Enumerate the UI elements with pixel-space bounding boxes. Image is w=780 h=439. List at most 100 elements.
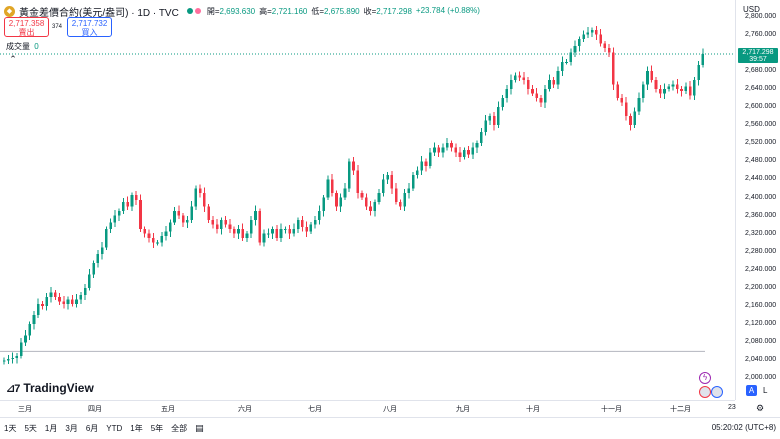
- candle-body: [407, 188, 411, 193]
- range-toolbar: 1天 5天 1月 3月 6月 YTD 1年 5年 全部 ▤ 05:20:02 (…: [0, 417, 780, 439]
- us-flag-event-icon[interactable]: [711, 386, 723, 398]
- candle-body: [377, 192, 381, 203]
- calendar-goto-icon[interactable]: ▤: [195, 423, 204, 433]
- symbol-legend[interactable]: ◆ 黃金差價合約(美元/盎司) · 1D · TVC 開=2,693.630 高…: [4, 4, 480, 19]
- candle-body: [275, 229, 279, 239]
- candle-body: [535, 93, 539, 98]
- candle-body: [501, 97, 504, 108]
- sell-label: 賣出: [18, 28, 35, 37]
- symbol-title[interactable]: 黃金差價合約(美元/盎司) · 1D · TVC: [19, 7, 179, 19]
- range-1y[interactable]: 1年: [130, 424, 143, 433]
- range-1d[interactable]: 1天: [4, 424, 17, 433]
- candle-body: [19, 342, 23, 356]
- candle-body: [147, 233, 151, 239]
- candle-body: [88, 274, 91, 288]
- candle-body: [433, 147, 436, 153]
- range-1m[interactable]: 1月: [44, 424, 58, 433]
- candle-body: [156, 242, 159, 244]
- candle-body: [671, 84, 675, 87]
- candle-body: [194, 188, 198, 207]
- candle-body: [624, 102, 628, 117]
- candle-body: [688, 86, 692, 96]
- candle-body: [207, 206, 210, 221]
- candle-body: [58, 297, 61, 302]
- log-scale-button[interactable]: L: [763, 386, 768, 395]
- candle-body: [599, 34, 602, 44]
- candle-body: [450, 143, 453, 148]
- candle-body: [66, 299, 70, 304]
- candle-body: [151, 238, 155, 243]
- range-all[interactable]: 全部: [171, 424, 188, 433]
- candle-body: [509, 79, 513, 89]
- candle-body: [7, 359, 10, 361]
- candle-body: [484, 120, 487, 132]
- time-label-jun: 六月: [238, 406, 252, 413]
- candle-body: [505, 88, 509, 98]
- tradingview-wordmark: TradingView: [23, 381, 94, 395]
- candle-body: [616, 84, 619, 98]
- candle-body: [428, 152, 432, 166]
- price-tick-label: 2,760.000: [745, 30, 777, 38]
- time-label-mar: 三月: [18, 406, 32, 413]
- candles: [2, 26, 705, 365]
- candle-body: [697, 64, 700, 80]
- tradingview-mark-icon: ⊿7: [6, 382, 20, 395]
- candle-body: [190, 206, 193, 221]
- time-label-oct: 十月: [526, 406, 540, 413]
- time-label-sep: 九月: [456, 406, 470, 413]
- candle-body: [301, 220, 304, 227]
- range-ytd[interactable]: YTD: [106, 424, 123, 433]
- candle-body: [224, 220, 228, 225]
- currency-selector[interactable]: USD: [743, 5, 760, 14]
- market-status[interactable]: [186, 8, 201, 14]
- price-tick-label: 2,480.000: [745, 157, 777, 165]
- candle-body: [539, 97, 543, 103]
- time-axis[interactable]: [0, 400, 735, 415]
- volume-legend[interactable]: 成交量 0: [6, 41, 39, 52]
- candle-body: [75, 299, 78, 304]
- clock-timezone[interactable]: 05:20:02 (UTC+8): [711, 423, 776, 432]
- tradingview-logo[interactable]: ⊿7 TradingView: [6, 381, 94, 395]
- candle-body: [49, 292, 53, 298]
- candle-body: [53, 292, 57, 298]
- candle-body: [347, 161, 351, 189]
- candle-body: [420, 161, 423, 171]
- candle-body: [266, 233, 270, 235]
- alert-icon[interactable]: ϟ: [699, 372, 711, 384]
- candle-body: [390, 174, 394, 189]
- candle-body: [168, 222, 172, 232]
- collapse-legend-button[interactable]: ⌃: [6, 53, 20, 65]
- candle-body: [650, 70, 654, 80]
- range-5y[interactable]: 5年: [150, 424, 164, 433]
- candle-body: [629, 116, 632, 126]
- candle-body: [620, 97, 624, 103]
- candle-body: [62, 301, 66, 304]
- time-label-nov: 十一月: [601, 406, 622, 413]
- price-tick-label: 2,520.000: [745, 139, 777, 147]
- candle-body: [675, 84, 679, 89]
- buy-label: 買入: [81, 28, 98, 37]
- range-3m[interactable]: 3月: [65, 424, 78, 433]
- sell-button[interactable]: 2,717.358 賣出: [4, 17, 49, 37]
- auto-scale-button[interactable]: A: [746, 385, 757, 396]
- candle-body: [667, 86, 671, 89]
- candle-body: [364, 197, 368, 207]
- candle-body: [693, 79, 696, 96]
- candle-body: [83, 287, 87, 295]
- settings-gear-icon[interactable]: ⚙: [756, 403, 765, 413]
- price-chart[interactable]: [0, 0, 735, 400]
- candle-body: [11, 358, 14, 360]
- candle-body: [514, 75, 517, 80]
- price-axis[interactable]: [735, 0, 780, 400]
- ohlc-close: 收=2,717.298: [363, 6, 412, 16]
- range-5d[interactable]: 5天: [24, 424, 37, 433]
- time-label-aug: 八月: [383, 406, 397, 413]
- candle-body: [41, 303, 44, 307]
- range-6m[interactable]: 6月: [85, 424, 99, 433]
- us-flag-event-icon[interactable]: [699, 386, 711, 398]
- buy-button[interactable]: 2,717.732 買入: [67, 17, 112, 37]
- candle-body: [595, 30, 598, 35]
- candle-body: [441, 147, 445, 153]
- candle-body: [36, 303, 40, 316]
